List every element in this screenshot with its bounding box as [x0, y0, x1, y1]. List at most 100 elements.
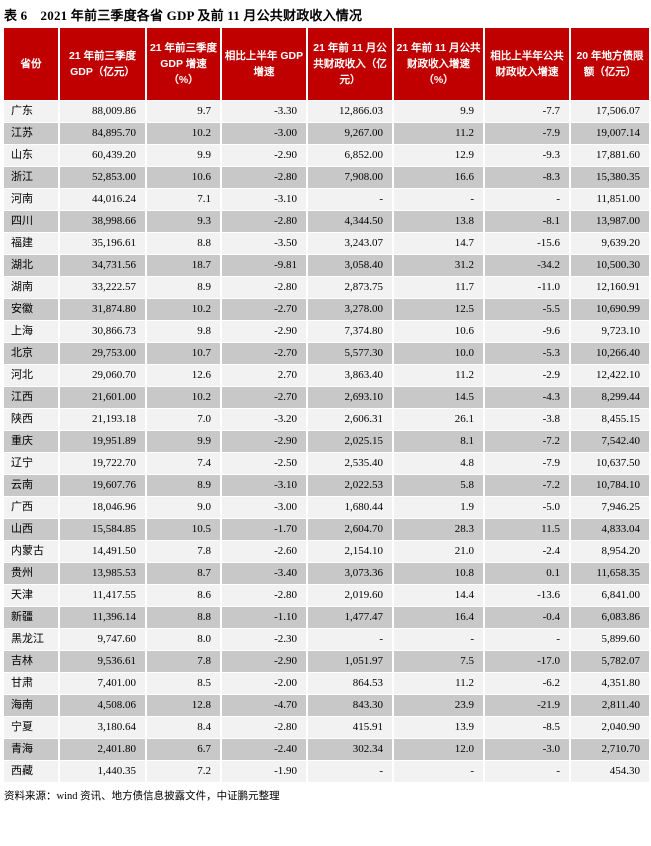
- cell-value: -: [308, 761, 392, 782]
- cell-value: 7,908.00: [308, 167, 392, 188]
- cell-value: -: [485, 189, 569, 210]
- cell-value: -2.90: [222, 321, 306, 342]
- cell-value: -1.90: [222, 761, 306, 782]
- cell-value: 3,073.36: [308, 563, 392, 584]
- cell-value: 6.7: [147, 739, 220, 760]
- cell-value: -1.70: [222, 519, 306, 540]
- cell-value: -21.9: [485, 695, 569, 716]
- cell-value: 23.9: [394, 695, 483, 716]
- cell-value: -3.10: [222, 475, 306, 496]
- cell-value: -9.6: [485, 321, 569, 342]
- cell-value: -8.1: [485, 211, 569, 232]
- cell-value: 11,417.55: [60, 585, 145, 606]
- cell-value: 11,851.00: [571, 189, 649, 210]
- cell-value: -6.2: [485, 673, 569, 694]
- cell-province: 甘肃: [4, 673, 58, 694]
- cell-value: -2.80: [222, 585, 306, 606]
- cell-value: 14.7: [394, 233, 483, 254]
- cell-value: 415.91: [308, 717, 392, 738]
- cell-value: 8.4: [147, 717, 220, 738]
- cell-value: 31,874.80: [60, 299, 145, 320]
- cell-value: 13.8: [394, 211, 483, 232]
- cell-value: 843.30: [308, 695, 392, 716]
- cell-value: 18,046.96: [60, 497, 145, 518]
- cell-value: 19,007.14: [571, 123, 649, 144]
- cell-value: -: [394, 761, 483, 782]
- cell-value: 29,060.70: [60, 365, 145, 386]
- cell-value: 4,833.04: [571, 519, 649, 540]
- cell-value: 88,009.86: [60, 101, 145, 122]
- gdp-fiscal-table: 省份 21 年前三季度 GDP（亿元） 21 年前三季度 GDP 增速（%） 相比上半…: [2, 27, 651, 783]
- cell-province: 重庆: [4, 431, 58, 452]
- cell-value: -3.30: [222, 101, 306, 122]
- cell-value: 9.7: [147, 101, 220, 122]
- cell-value: 8.1: [394, 431, 483, 452]
- cell-value: 16.4: [394, 607, 483, 628]
- cell-province: 上海: [4, 321, 58, 342]
- cell-province: 湖南: [4, 277, 58, 298]
- cell-value: -5.5: [485, 299, 569, 320]
- cell-province: 陕西: [4, 409, 58, 430]
- cell-value: 3,863.40: [308, 365, 392, 386]
- cell-value: -9.3: [485, 145, 569, 166]
- cell-value: -8.3: [485, 167, 569, 188]
- table-row: 云南 19,607.76 8.9 -3.10 2,022.53 5.8 -7.2 10,784…: [4, 475, 649, 496]
- table-row: 广西 18,046.96 9.0 -3.00 1,680.44 1.9 -5.0 7,946.…: [4, 497, 649, 518]
- cell-value: 2.70: [222, 365, 306, 386]
- cell-value: -2.30: [222, 629, 306, 650]
- cell-value: 2,040.90: [571, 717, 649, 738]
- cell-value: 2,606.31: [308, 409, 392, 430]
- cell-province: 湖北: [4, 255, 58, 276]
- cell-value: 2,873.75: [308, 277, 392, 298]
- cell-value: 9.9: [147, 145, 220, 166]
- cell-province: 宁夏: [4, 717, 58, 738]
- cell-value: 12.8: [147, 695, 220, 716]
- cell-value: -11.0: [485, 277, 569, 298]
- table-row: 湖南 33,222.57 8.9 -2.80 2,873.75 11.7 -11.0 12,1…: [4, 277, 649, 298]
- cell-value: 31.2: [394, 255, 483, 276]
- cell-value: 2,710.70: [571, 739, 649, 760]
- cell-value: 10,500.30: [571, 255, 649, 276]
- cell-value: -7.2: [485, 475, 569, 496]
- cell-value: -2.80: [222, 717, 306, 738]
- cell-value: 34,731.56: [60, 255, 145, 276]
- cell-value: 17,506.07: [571, 101, 649, 122]
- cell-value: 4,508.06: [60, 695, 145, 716]
- cell-province: 内蒙古: [4, 541, 58, 562]
- cell-value: 14,491.50: [60, 541, 145, 562]
- cell-value: -3.10: [222, 189, 306, 210]
- cell-value: -2.80: [222, 167, 306, 188]
- table-row: 宁夏 3,180.64 8.4 -2.80 415.91 13.9 -8.5 2,040.90: [4, 717, 649, 738]
- table-row: 安徽 31,874.80 10.2 -2.70 3,278.00 12.5 -5.5 10,6…: [4, 299, 649, 320]
- cell-value: 10.5: [147, 519, 220, 540]
- cell-value: 15,584.85: [60, 519, 145, 540]
- cell-value: 7.4: [147, 453, 220, 474]
- table-row: 广东 88,009.86 9.7 -3.30 12,866.03 9.9 -7.7 17,50…: [4, 101, 649, 122]
- cell-value: 10,690.99: [571, 299, 649, 320]
- cell-value: -: [308, 629, 392, 650]
- cell-value: 7.0: [147, 409, 220, 430]
- cell-value: 864.53: [308, 673, 392, 694]
- cell-value: 21,193.18: [60, 409, 145, 430]
- cell-value: 9,639.20: [571, 233, 649, 254]
- cell-value: -2.9: [485, 365, 569, 386]
- cell-value: 4.8: [394, 453, 483, 474]
- cell-value: 9,723.10: [571, 321, 649, 342]
- cell-value: 8.6: [147, 585, 220, 606]
- cell-value: 11.5: [485, 519, 569, 540]
- column-header: 21 年前三季度 GDP（亿元）: [60, 28, 145, 100]
- cell-value: 2,604.70: [308, 519, 392, 540]
- table-row: 福建 35,196.61 8.8 -3.50 3,243.07 14.7 -15.6 9,63…: [4, 233, 649, 254]
- cell-value: -2.70: [222, 387, 306, 408]
- cell-value: 2,401.80: [60, 739, 145, 760]
- cell-value: 9.9: [147, 431, 220, 452]
- table-row: 西藏 1,440.35 7.2 -1.90- - -454.30: [4, 761, 649, 782]
- table-row: 四川 38,998.66 9.3 -2.80 4,344.50 13.8 -8.1 13,98…: [4, 211, 649, 232]
- cell-value: 13,987.00: [571, 211, 649, 232]
- cell-value: -3.20: [222, 409, 306, 430]
- table-row: 黑龙江 9,747.60 8.0 -2.30- - -5,899.60: [4, 629, 649, 650]
- cell-value: 10.2: [147, 299, 220, 320]
- cell-value: 9.0: [147, 497, 220, 518]
- cell-value: -3.8: [485, 409, 569, 430]
- cell-value: 302.34: [308, 739, 392, 760]
